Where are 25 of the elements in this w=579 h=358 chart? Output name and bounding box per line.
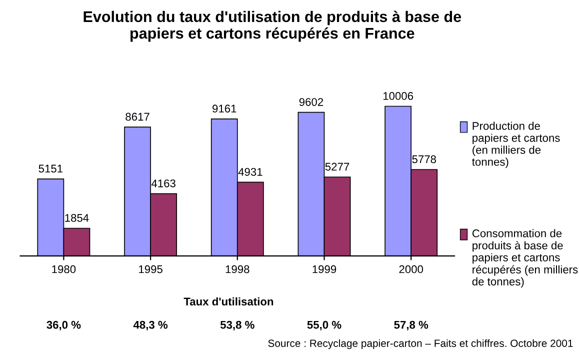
data-label: 10006 [383, 92, 414, 100]
data-label: 9602 [299, 98, 324, 106]
data-label: 9161 [212, 104, 236, 113]
x-tick-label: 1999 [312, 265, 336, 274]
text: 53,8 % [220, 320, 254, 330]
x-tick-label: 1998 [226, 265, 250, 274]
data-label: 5277 [325, 162, 350, 171]
text: 57,8 % [394, 320, 428, 330]
data-label: 5778 [412, 155, 436, 164]
text: Taux d'utilisation [184, 297, 274, 306]
data-label: 1854 [65, 214, 89, 222]
chart-title: Evolution du taux d'utilisation de produits à base de papiers et cartons récupérés en France [84, 10, 462, 42]
legend-label: Consommation de produits à base de papiers et cartons récupérés (en milliers de tonnes) [472, 229, 578, 288]
text: 48,3 % [133, 320, 168, 330]
legend-label: Production de papiers et cartons (en milliers de tonnes) [472, 122, 560, 168]
text: 36,0 % [46, 320, 81, 330]
x-tick-label: 1980 [52, 265, 76, 274]
data-label: 4931 [238, 168, 262, 176]
x-tick-label: 2000 [399, 265, 424, 274]
data-label: 8617 [126, 112, 150, 121]
source-note: Source : Recyclage papier-carton – Faits et chiffres. Octobre 2001 [268, 339, 573, 350]
data-label: 4163 [151, 179, 176, 188]
text: 55,0 % [307, 320, 342, 330]
data-label: 5151 [38, 164, 62, 173]
x-tick-label: 1995 [139, 265, 162, 274]
